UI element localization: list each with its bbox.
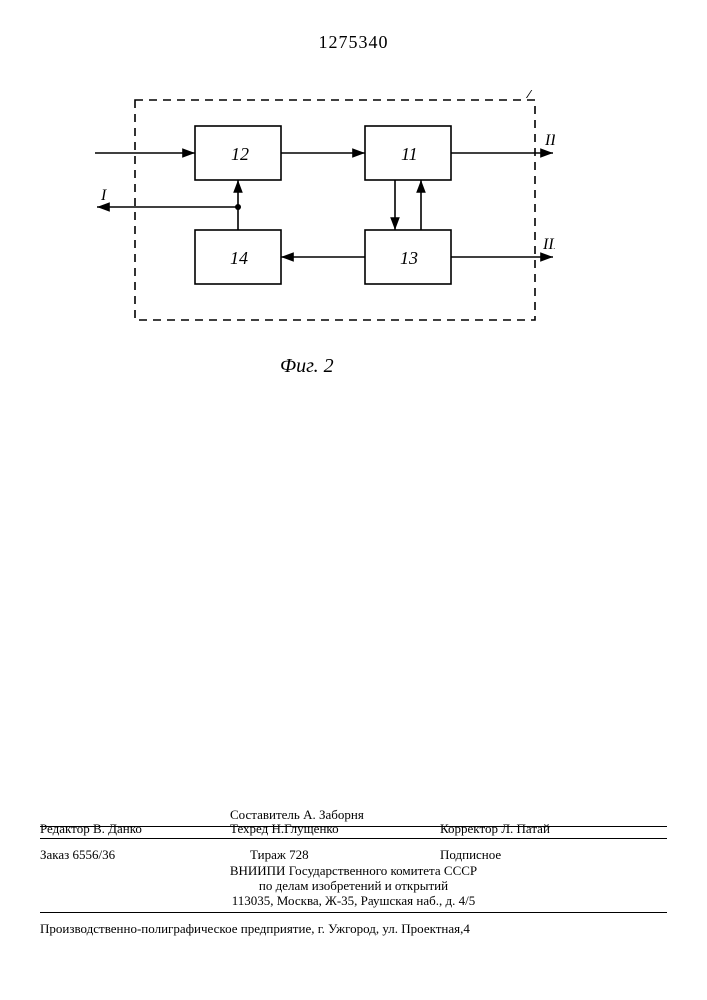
page: 1275340 7 12 11 14 13: [0, 0, 707, 1000]
credits-press: Производственно-полиграфическое предприя…: [40, 920, 470, 938]
credits-address: 113035, Москва, Ж-35, Раушская наб., д. …: [0, 892, 707, 910]
port-i-label: I: [100, 187, 107, 204]
credits-tech: Техред Н.Глущенко: [230, 820, 339, 838]
block-11-label: 11: [401, 144, 418, 164]
credits-editor-text: Редактор В. Данко: [40, 821, 142, 836]
block-diagram: 7 12 11 14 13 II III: [95, 90, 555, 350]
port-ii-label: II: [544, 132, 555, 149]
divider-3: [40, 912, 667, 913]
credits-tech-text: Техред Н.Глущенко: [230, 821, 339, 836]
block-14: 14: [195, 230, 281, 284]
credits-press-text: Производственно-полиграфическое предприя…: [40, 921, 470, 936]
block-12: 12: [195, 126, 281, 180]
credits-corrector-text: Корректор Л. Патай: [440, 821, 550, 836]
block-11: 11: [365, 126, 451, 180]
outer-box-label: 7: [525, 90, 534, 102]
credits-org2-text: по делам изобретений и открытий: [259, 878, 448, 893]
credits-order-text: Заказ 6556/36: [40, 847, 115, 862]
block-13: 13: [365, 230, 451, 284]
credits-editor: Редактор В. Данко: [40, 820, 142, 838]
credits-org1-text: ВНИИПИ Государственного комитета СССР: [230, 863, 477, 878]
document-number: 1275340: [0, 32, 707, 53]
credits-subscription-text: Подписное: [440, 847, 501, 862]
credits-order: Заказ 6556/36: [40, 846, 115, 864]
port-iii-label: III: [542, 236, 555, 253]
block-12-label: 12: [231, 144, 249, 164]
block-14-label: 14: [230, 248, 248, 268]
block-13-label: 13: [400, 248, 418, 268]
divider-2: [40, 838, 667, 839]
credits-tirage: Тираж 728: [250, 846, 309, 864]
credits-subscription: Подписное: [440, 846, 501, 864]
credits-corrector: Корректор Л. Патай: [440, 820, 550, 838]
figure-caption: Фиг. 2: [280, 355, 334, 378]
credits-tirage-text: Тираж 728: [250, 847, 309, 862]
credits-address-text: 113035, Москва, Ж-35, Раушская наб., д. …: [232, 893, 475, 908]
